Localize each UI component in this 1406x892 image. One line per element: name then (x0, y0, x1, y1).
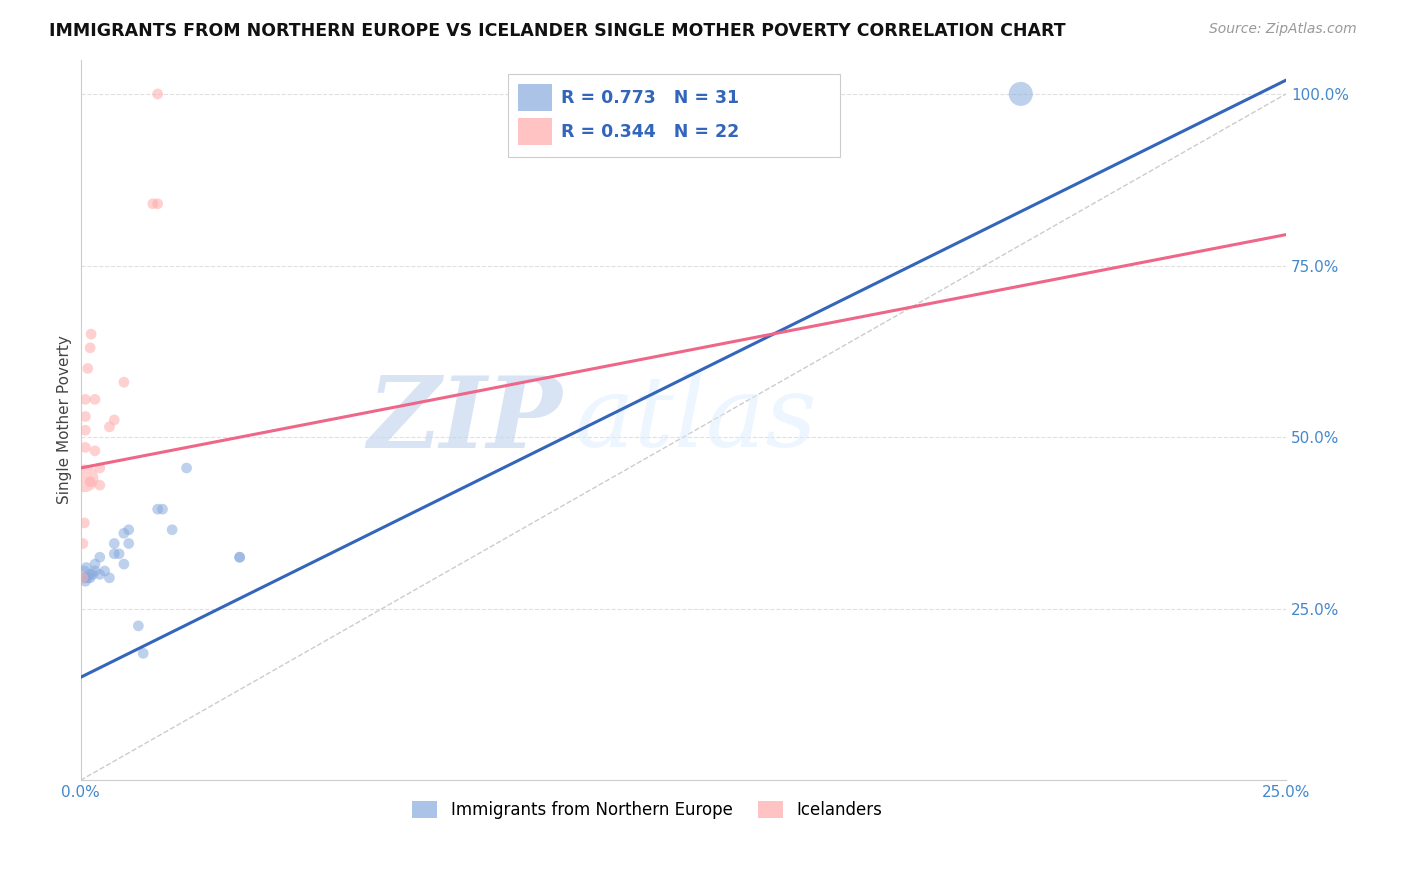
Point (89, 478, 111, 492)
Text: IMMIGRANTS FROM NORTHERN EUROPE VS ICELANDER SINGLE MOTHER POVERTY CORRELATION C: IMMIGRANTS FROM NORTHERN EUROPE VS ICELA… (49, 22, 1066, 40)
Point (103, 547, 125, 561)
Point (146, 87, 169, 101)
Point (132, 646, 155, 660)
Point (228, 550, 250, 565)
Point (142, 196, 165, 211)
Point (118, 536, 141, 550)
Point (89, 550, 111, 565)
Point (84, 557, 107, 571)
Point (73, 516, 96, 530)
Point (75, 392, 97, 407)
Text: R = 0.344   N = 22: R = 0.344 N = 22 (561, 123, 740, 141)
Point (89, 567, 111, 582)
Point (79, 475, 101, 489)
Point (127, 619, 149, 633)
Point (84, 392, 107, 407)
FancyBboxPatch shape (509, 74, 839, 157)
Point (228, 550, 250, 565)
FancyBboxPatch shape (517, 118, 551, 145)
Point (80, 327, 103, 342)
Point (79, 567, 101, 582)
Point (176, 461, 198, 475)
Point (89, 461, 111, 475)
Point (79, 571, 101, 585)
Point (75, 560, 97, 574)
Point (93, 564, 115, 578)
Text: Source: ZipAtlas.com: Source: ZipAtlas.com (1209, 22, 1357, 37)
Point (72, 571, 94, 585)
Text: atlas: atlas (575, 372, 817, 467)
Point (1010, 87, 1032, 101)
Point (73, 564, 96, 578)
Point (79, 341, 101, 355)
Text: ZIP: ZIP (368, 372, 562, 468)
Point (112, 526, 135, 541)
Point (112, 375, 135, 389)
Point (103, 536, 125, 550)
Point (112, 557, 135, 571)
Point (73, 571, 96, 585)
Point (160, 523, 183, 537)
Point (84, 443, 107, 458)
Point (152, 502, 174, 516)
FancyBboxPatch shape (517, 84, 551, 112)
Point (76, 361, 98, 376)
Point (103, 413, 125, 427)
Point (146, 502, 169, 516)
Point (108, 547, 131, 561)
Legend: Immigrants from Northern Europe, Icelanders: Immigrants from Northern Europe, Iceland… (406, 795, 889, 826)
Text: R = 0.773   N = 31: R = 0.773 N = 31 (561, 89, 740, 107)
Point (84, 564, 107, 578)
Point (82, 567, 104, 582)
Point (72, 536, 94, 550)
Point (75, 441, 97, 455)
Point (118, 523, 141, 537)
Point (73, 471, 96, 485)
Y-axis label: Single Mother Poverty: Single Mother Poverty (58, 335, 72, 504)
Point (75, 574, 97, 589)
Point (76, 571, 98, 585)
Point (146, 196, 169, 211)
Point (75, 571, 97, 585)
Point (75, 423, 97, 437)
Point (98, 419, 121, 434)
Point (75, 409, 97, 424)
Point (98, 571, 121, 585)
